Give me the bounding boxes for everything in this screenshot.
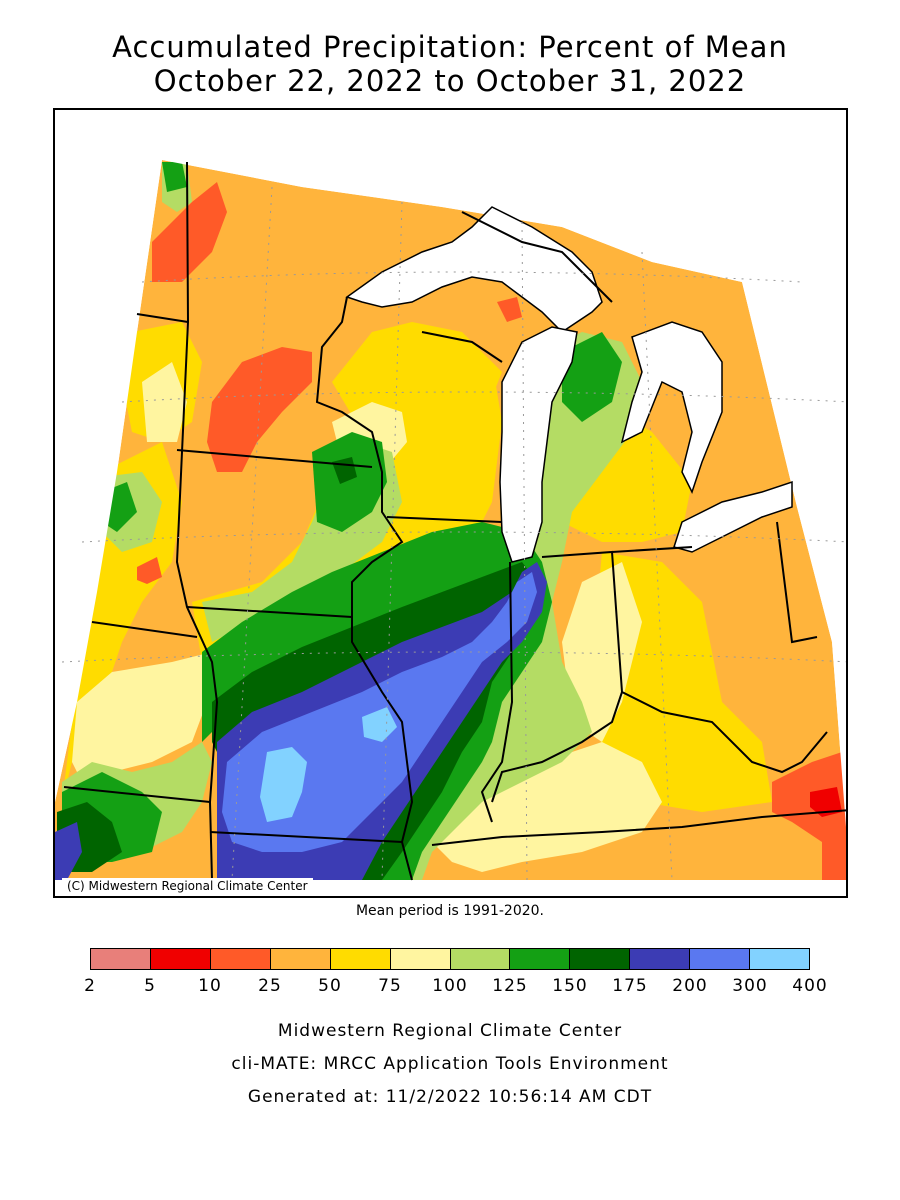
legend-swatch <box>630 949 691 969</box>
lake-michigan <box>499 326 578 563</box>
map-title-line-1: Accumulated Precipitation: Percent of Me… <box>112 30 788 64</box>
legend-tick-label: 2 <box>84 976 96 996</box>
legend-swatch <box>330 949 391 969</box>
legend-tick-label: 25 <box>258 976 282 996</box>
legend-tick-label: 75 <box>378 976 402 996</box>
legend-tick-label: 400 <box>792 976 828 996</box>
precip-400-plus <box>260 747 307 822</box>
mean-period-note: Mean period is 1991-2020. <box>355 903 545 919</box>
legend-swatch <box>510 949 571 969</box>
legend-swatch <box>91 949 151 969</box>
legend-tick-label: 50 <box>318 976 342 996</box>
credit-line-2: cli-MATE: MRCC Application Tools Environ… <box>231 1054 669 1074</box>
legend-swatch <box>450 949 511 969</box>
legend-swatch <box>150 949 211 969</box>
lake-erie <box>673 480 793 553</box>
color-legend <box>90 948 810 970</box>
precipitation-map: (C) Midwestern Regional Climate Center <box>53 108 848 898</box>
precip-100-125-pale <box>72 652 212 782</box>
legend-swatch <box>390 949 451 969</box>
state-borders <box>63 161 846 881</box>
legend-tick-label: 125 <box>492 976 528 996</box>
graticule <box>61 186 846 881</box>
legend-swatch <box>210 949 271 969</box>
legend-swatch <box>270 949 331 969</box>
legend-swatch <box>690 949 751 969</box>
precip-150-175 <box>562 332 622 422</box>
legend-tick-label: 200 <box>672 976 708 996</box>
map-canvas <box>55 110 846 896</box>
credit-line-1: Midwestern Regional Climate Center <box>277 1021 623 1041</box>
precip-5-10 <box>810 787 842 817</box>
map-copyright: (C) Midwestern Regional Climate Center <box>62 878 313 894</box>
legend-tick-label: 5 <box>144 976 156 996</box>
outside-projection <box>55 110 846 828</box>
credit-line-3: Generated at: 11/2/2022 10:56:14 AM CDT <box>247 1087 653 1107</box>
legend-tick-label: 100 <box>432 976 468 996</box>
lake-superior <box>345 206 603 333</box>
legend-swatch <box>570 949 631 969</box>
legend-tick-label: 10 <box>198 976 222 996</box>
precip-10-25 <box>152 182 227 282</box>
legend-tick-label: 300 <box>732 976 768 996</box>
map-title-line-2: October 22, 2022 to October 31, 2022 <box>153 64 747 98</box>
legend-swatch <box>750 949 810 969</box>
legend-tick-label: 175 <box>612 976 648 996</box>
legend-tick-label: 150 <box>552 976 588 996</box>
